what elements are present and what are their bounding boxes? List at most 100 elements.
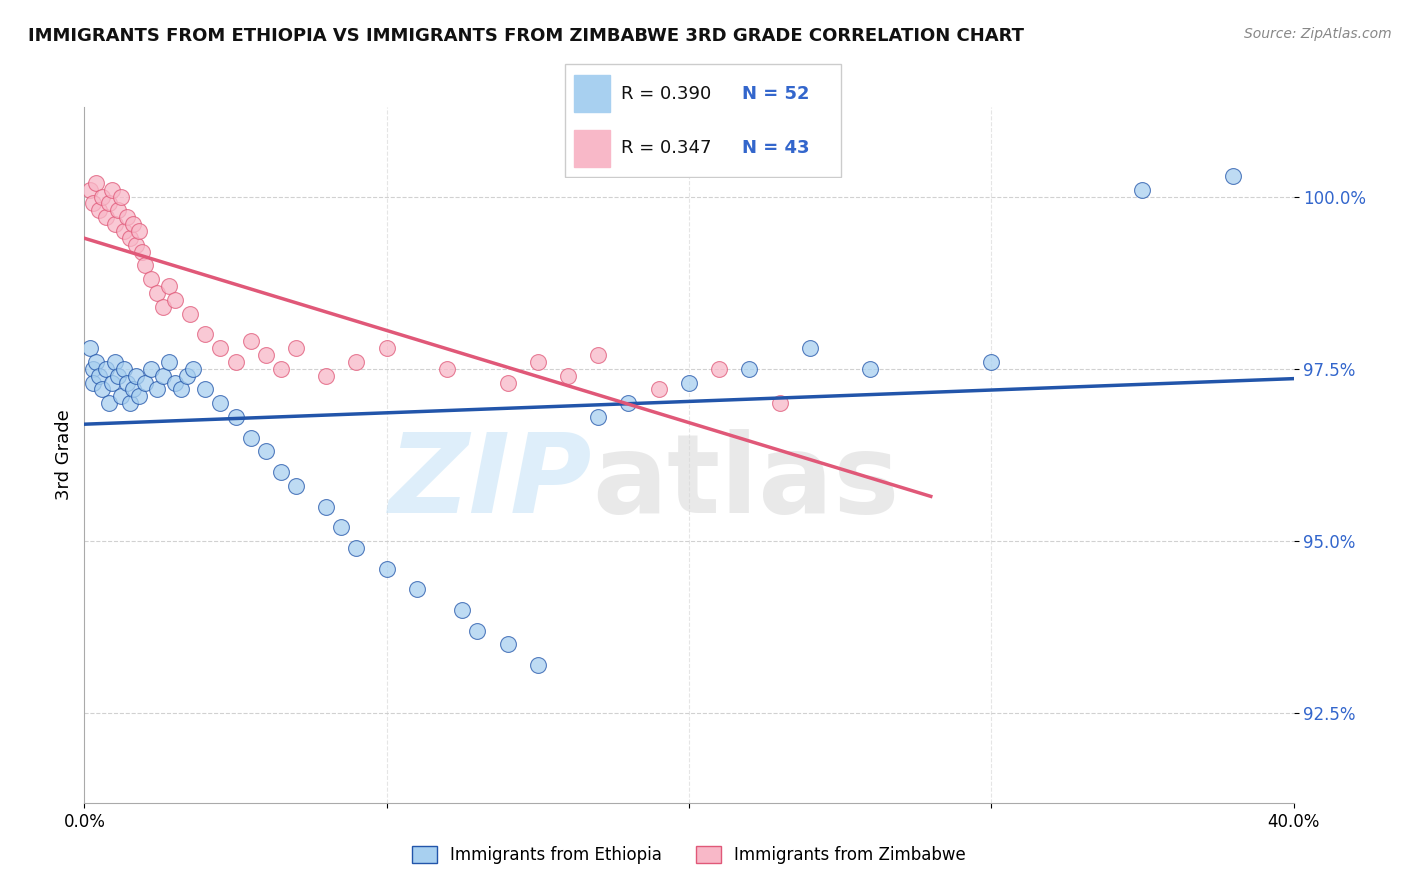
Point xyxy=(254,348,277,362)
Point xyxy=(165,376,187,390)
Point xyxy=(82,376,104,390)
Point xyxy=(157,279,180,293)
Point xyxy=(115,211,138,225)
Point xyxy=(94,211,117,225)
Point xyxy=(239,334,262,349)
Point xyxy=(112,224,135,238)
Point xyxy=(588,348,610,362)
Point xyxy=(139,361,162,376)
Point xyxy=(121,383,143,397)
Point xyxy=(82,361,104,376)
Point xyxy=(104,355,127,369)
Point xyxy=(254,444,277,458)
Bar xyxy=(574,129,610,167)
Point xyxy=(152,368,174,383)
Point xyxy=(107,203,129,218)
Point xyxy=(181,361,204,376)
Point xyxy=(179,307,201,321)
Point xyxy=(375,341,398,355)
Point xyxy=(588,410,610,425)
Point xyxy=(100,376,122,390)
Point xyxy=(112,361,135,376)
Point xyxy=(115,376,138,390)
Point xyxy=(110,189,132,203)
Text: ZIP: ZIP xyxy=(388,429,592,536)
Point xyxy=(496,637,519,651)
Point xyxy=(139,272,162,286)
Text: Source: ZipAtlas.com: Source: ZipAtlas.com xyxy=(1244,27,1392,41)
Legend: Immigrants from Ethiopia, Immigrants from Zimbabwe: Immigrants from Ethiopia, Immigrants fro… xyxy=(405,839,973,871)
Point xyxy=(118,231,141,245)
Point xyxy=(557,368,579,383)
Point xyxy=(128,224,150,238)
Point xyxy=(496,376,519,390)
Point xyxy=(225,410,247,425)
Bar xyxy=(574,75,610,112)
Point xyxy=(330,520,353,534)
Point xyxy=(738,361,761,376)
Point xyxy=(89,203,111,218)
Point xyxy=(436,361,458,376)
Point xyxy=(315,368,337,383)
Point xyxy=(121,217,143,231)
Point xyxy=(527,355,550,369)
Point xyxy=(1222,169,1244,183)
Point xyxy=(91,383,114,397)
Point xyxy=(375,561,398,575)
Point xyxy=(118,396,141,410)
Point xyxy=(799,341,821,355)
Point xyxy=(134,259,156,273)
Point xyxy=(110,389,132,403)
Point xyxy=(128,389,150,403)
Point xyxy=(209,341,232,355)
Point xyxy=(617,396,640,410)
Point xyxy=(467,624,489,638)
Text: R = 0.347: R = 0.347 xyxy=(621,139,711,157)
Text: N = 43: N = 43 xyxy=(742,139,810,157)
Point xyxy=(104,217,127,231)
Point xyxy=(648,383,671,397)
Point xyxy=(527,658,550,673)
Point xyxy=(176,368,198,383)
Point xyxy=(1132,183,1154,197)
Point xyxy=(131,244,153,259)
Text: N = 52: N = 52 xyxy=(742,85,810,103)
Point xyxy=(769,396,792,410)
Point xyxy=(170,383,193,397)
Text: IMMIGRANTS FROM ETHIOPIA VS IMMIGRANTS FROM ZIMBABWE 3RD GRADE CORRELATION CHART: IMMIGRANTS FROM ETHIOPIA VS IMMIGRANTS F… xyxy=(28,27,1024,45)
Point xyxy=(270,465,292,479)
Point xyxy=(709,361,731,376)
Point xyxy=(86,176,108,190)
Point xyxy=(239,431,262,445)
Point xyxy=(285,341,308,355)
Point xyxy=(194,327,217,342)
Point xyxy=(100,183,122,197)
Point xyxy=(315,500,337,514)
Point xyxy=(146,383,169,397)
Point xyxy=(285,479,308,493)
Point xyxy=(125,368,148,383)
FancyBboxPatch shape xyxy=(565,63,841,178)
Point xyxy=(346,541,368,555)
Point xyxy=(82,196,104,211)
Point xyxy=(209,396,232,410)
Point xyxy=(859,361,882,376)
Text: atlas: atlas xyxy=(592,429,900,536)
Point xyxy=(125,237,148,252)
Point xyxy=(97,396,120,410)
Point xyxy=(346,355,368,369)
Point xyxy=(270,361,292,376)
Point xyxy=(107,368,129,383)
Y-axis label: 3rd Grade: 3rd Grade xyxy=(55,409,73,500)
Point xyxy=(678,376,700,390)
Point xyxy=(89,368,111,383)
Point xyxy=(146,286,169,301)
Point xyxy=(980,355,1002,369)
Point xyxy=(97,196,120,211)
Point xyxy=(79,341,101,355)
Point xyxy=(165,293,187,307)
Point xyxy=(451,603,474,617)
Point xyxy=(194,383,217,397)
Point xyxy=(225,355,247,369)
Point xyxy=(86,355,108,369)
